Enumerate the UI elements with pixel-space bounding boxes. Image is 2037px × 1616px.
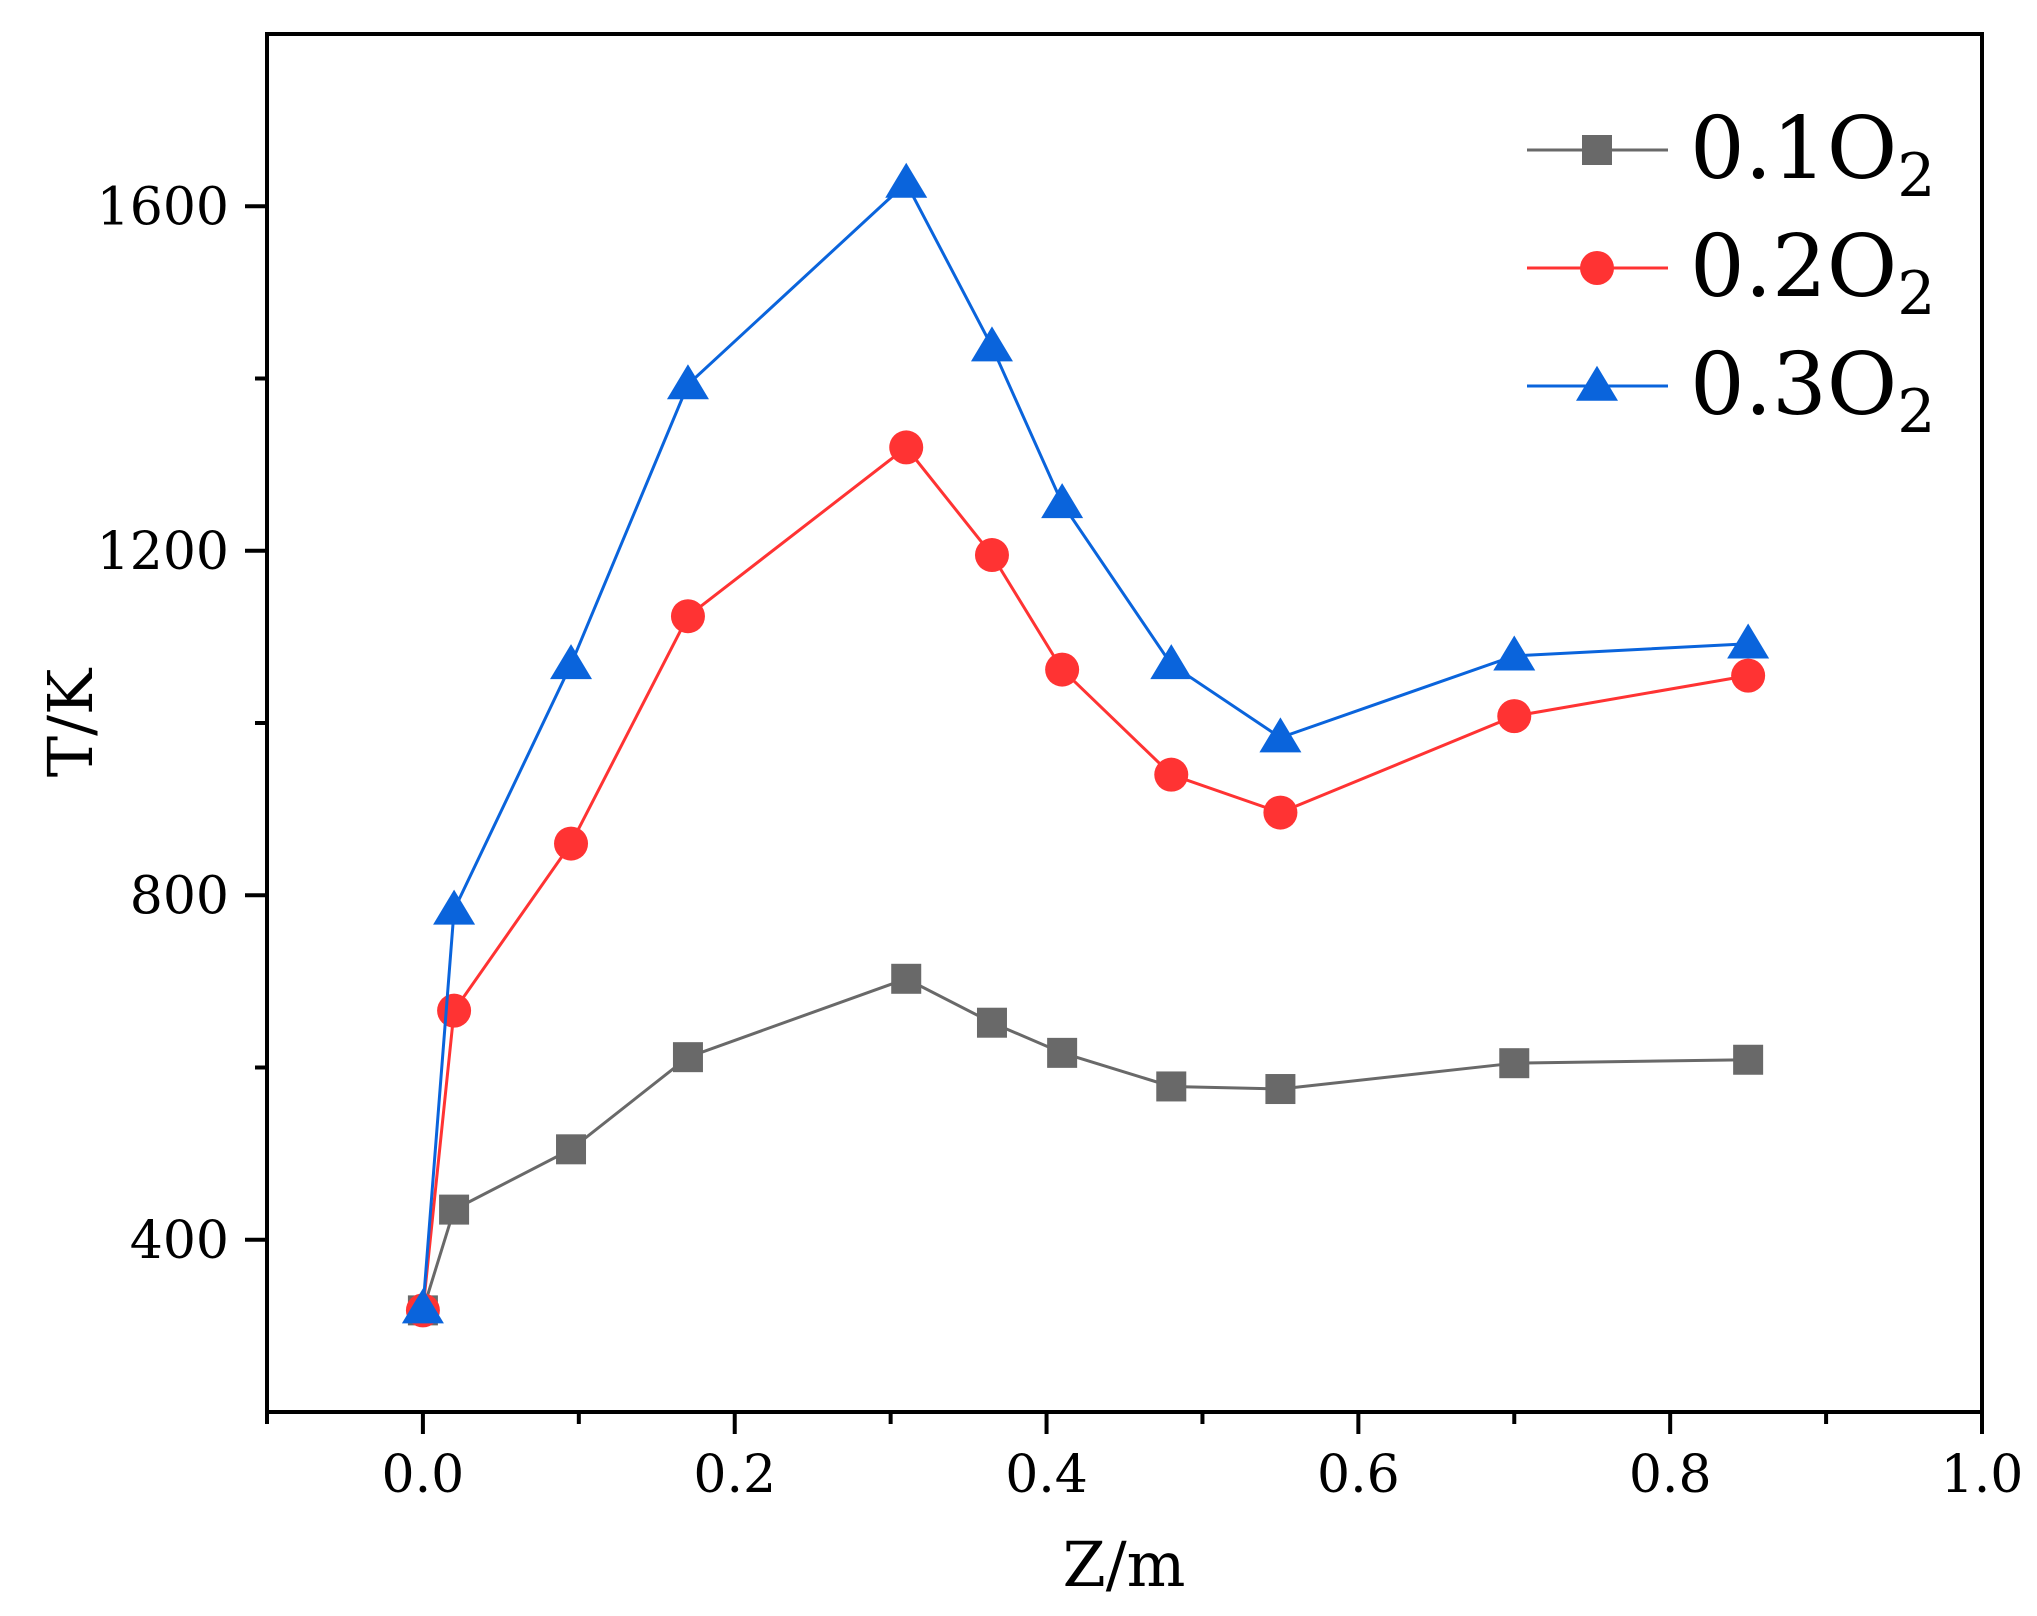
data-point-triangle <box>1727 623 1770 659</box>
legend-item-square: 0.1O2 <box>1527 99 1935 211</box>
legend-marker-square <box>1582 135 1612 165</box>
data-point-square <box>976 1007 1007 1038</box>
x-axis-title: Z/m <box>1063 1528 1186 1601</box>
legend-label-main: 0.3O <box>1690 335 1897 435</box>
data-point-square <box>556 1134 587 1165</box>
series-triangle <box>401 162 1770 1324</box>
legend-label-main: 0.1O <box>1690 99 1897 199</box>
x-tick-label: 0.4 <box>1005 1445 1088 1505</box>
data-point-circle <box>1263 795 1298 830</box>
series-layer <box>401 162 1770 1328</box>
x-tick-label: 1.0 <box>1941 1445 2024 1505</box>
y-tick-label: 800 <box>130 866 229 926</box>
data-point-circle <box>889 430 924 465</box>
legend-label-circle: 0.2O2 <box>1690 217 1935 329</box>
data-point-circle <box>437 993 472 1028</box>
data-point-square <box>1499 1048 1530 1079</box>
legend-marker-triangle <box>1576 365 1618 401</box>
x-tick-label: 0.2 <box>693 1445 776 1505</box>
data-point-circle <box>1497 699 1532 734</box>
legend-label-subscript: 2 <box>1897 141 1935 211</box>
data-point-square <box>439 1194 470 1225</box>
legend-label-triangle: 0.3O2 <box>1690 335 1935 447</box>
data-point-circle <box>670 599 705 634</box>
y-tick-label: 1600 <box>97 177 229 237</box>
data-point-circle <box>554 826 589 861</box>
data-point-square <box>1047 1037 1078 1068</box>
data-point-circle <box>1045 652 1080 687</box>
data-point-square <box>1265 1074 1296 1105</box>
legend-item-circle: 0.2O2 <box>1527 217 1935 329</box>
data-point-circle <box>1154 757 1189 792</box>
x-tick-label: 0.6 <box>1317 1445 1400 1505</box>
y-axis-title: T/K <box>34 667 107 777</box>
legend-marker-circle <box>1580 251 1614 285</box>
data-point-square <box>1156 1071 1187 1102</box>
legend-item-triangle: 0.3O2 <box>1527 335 1935 447</box>
data-point-circle <box>974 538 1009 573</box>
data-point-circle <box>1731 658 1766 693</box>
data-point-triangle <box>970 326 1013 362</box>
data-point-triangle <box>666 364 709 400</box>
data-point-triangle <box>550 644 593 680</box>
legend-label-main: 0.2O <box>1690 217 1897 317</box>
data-point-triangle <box>433 889 476 925</box>
data-point-square <box>672 1042 703 1073</box>
legend-label-subscript: 2 <box>1897 377 1935 447</box>
x-tick-label: 0.8 <box>1629 1445 1712 1505</box>
data-point-triangle <box>1150 644 1193 680</box>
data-point-triangle <box>401 1288 444 1324</box>
data-point-square <box>1733 1044 1764 1075</box>
data-point-triangle <box>885 162 928 198</box>
axes-layer: 0.0 0.2 0.4 0.6 0.8 1.0 400 800 1200 1600 <box>97 177 2024 1505</box>
legend-label-subscript: 2 <box>1897 259 1935 329</box>
data-point-triangle <box>1041 483 1084 519</box>
data-point-triangle <box>1493 635 1536 671</box>
data-point-triangle <box>1259 717 1302 753</box>
x-tick-label: 0.0 <box>382 1445 465 1505</box>
y-tick-label: 400 <box>130 1211 229 1271</box>
legend-label-square: 0.1O2 <box>1690 99 1935 211</box>
y-tick-label: 1200 <box>97 522 229 582</box>
data-point-square <box>891 963 922 994</box>
